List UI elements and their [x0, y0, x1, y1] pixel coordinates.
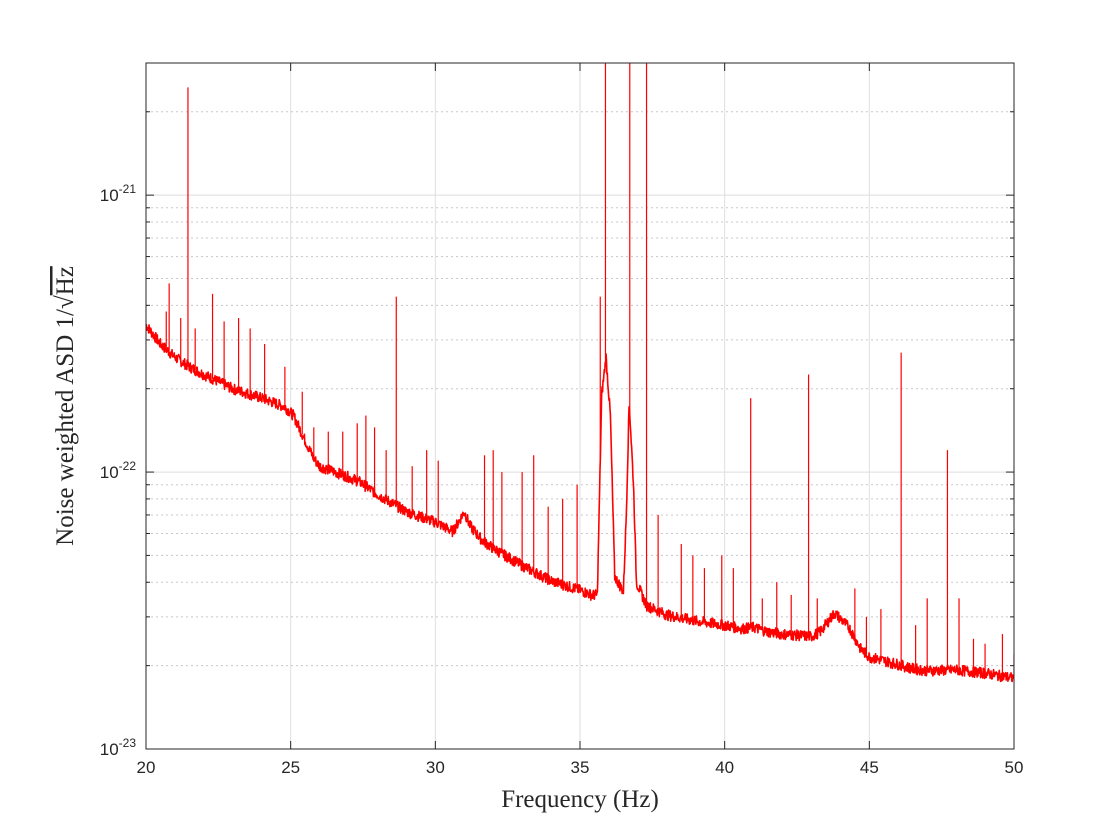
x-tick-label: 40: [715, 758, 734, 777]
x-tick-label: 50: [1005, 758, 1024, 777]
y-axis-label-sqrt-arg: Hz: [52, 266, 79, 295]
y-tick-label: 10-21: [100, 182, 137, 205]
grid: [146, 63, 1014, 749]
y-tick-labels: 10-23 10-22 10-21: [100, 182, 137, 759]
x-tick-labels: 20 25 30 35 40 45 50: [137, 758, 1024, 777]
y-axis-label-main: Noise weighted ASD 1/: [52, 309, 79, 546]
svg-text:Noise weighted ASD 1/√Hz: Noise weighted ASD 1/√Hz: [52, 266, 79, 546]
x-tick-label: 45: [860, 758, 879, 777]
x-tick-label: 30: [426, 758, 445, 777]
series-baseline: [146, 324, 1014, 683]
x-axis-label: Frequency (Hz): [501, 786, 659, 813]
y-tick-label: 10-23: [100, 736, 137, 759]
x-tick-label: 20: [137, 758, 156, 777]
x-tick-label: 35: [571, 758, 590, 777]
x-tick-label: 25: [281, 758, 300, 777]
sqrt-symbol: √: [52, 295, 79, 309]
ticks: [145, 63, 1015, 750]
y-tick-label: 10-22: [100, 459, 137, 482]
y-axis-label: Noise weighted ASD 1/√Hz: [52, 266, 79, 546]
series-layer: [146, 63, 1014, 683]
